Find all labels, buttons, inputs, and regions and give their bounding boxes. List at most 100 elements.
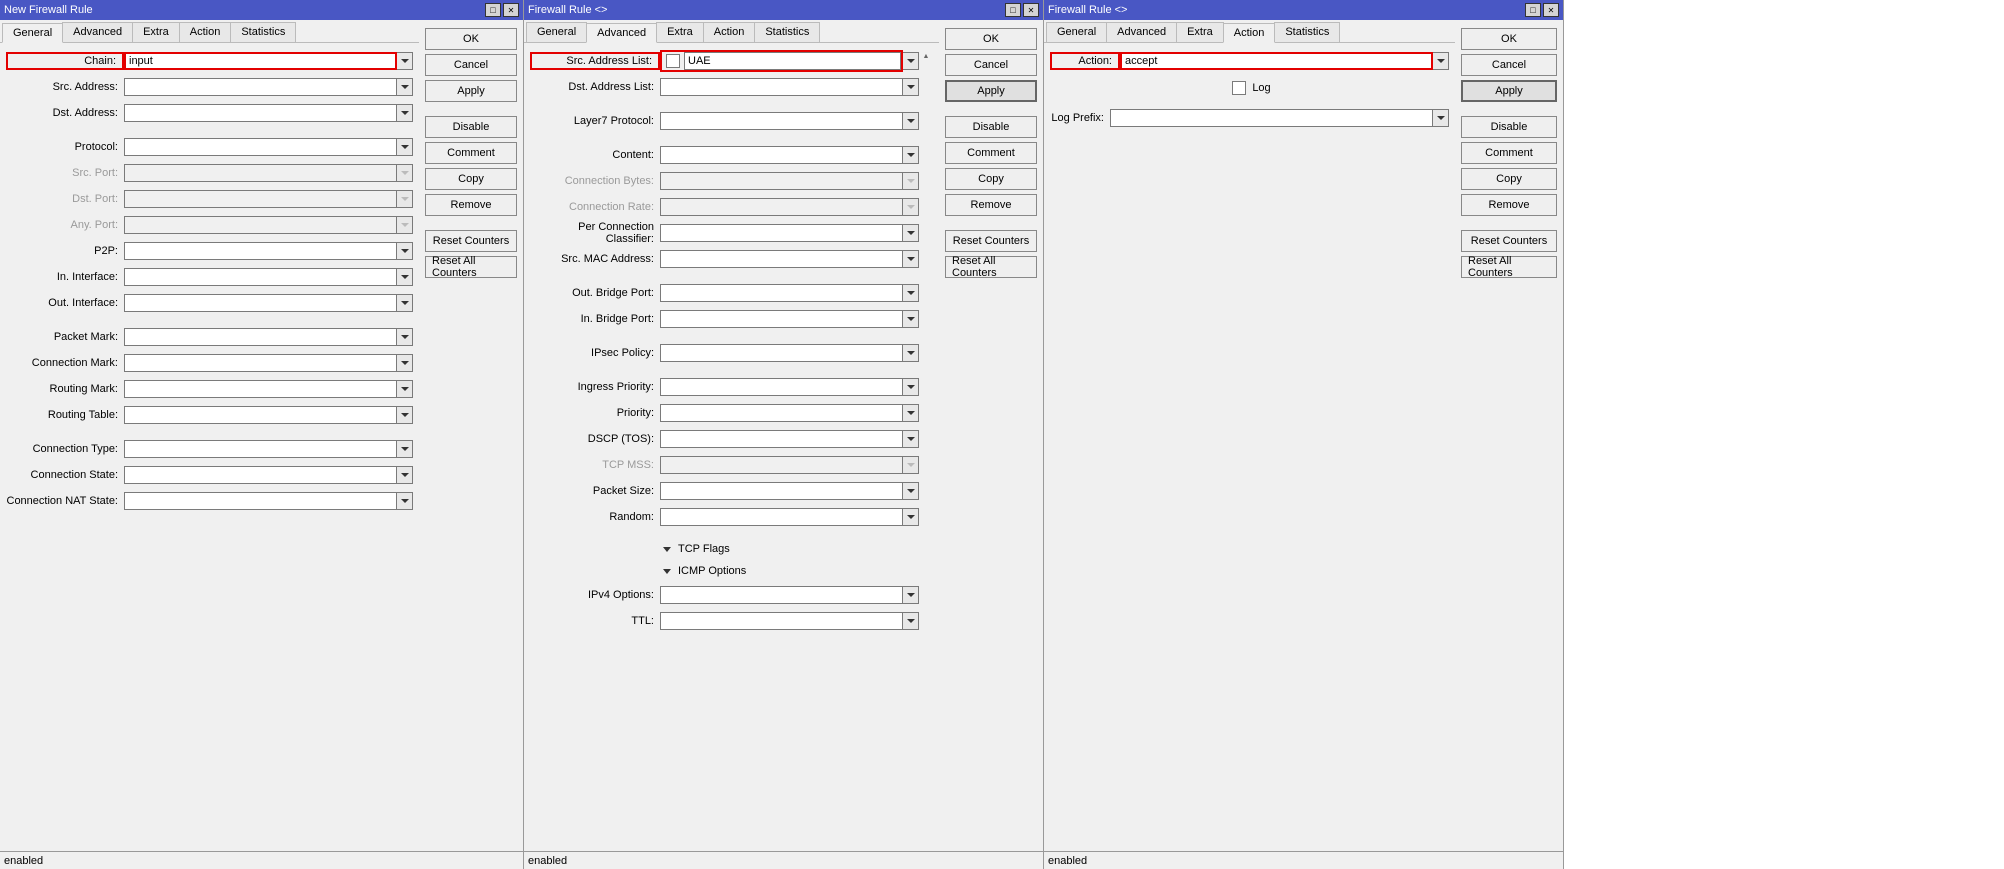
close-icon[interactable] [503, 3, 519, 17]
dropdown-icon[interactable] [903, 284, 919, 302]
dropdown-icon[interactable] [903, 378, 919, 396]
dscp-input[interactable] [660, 430, 903, 448]
routing-mark-input[interactable] [124, 380, 397, 398]
dropdown-icon[interactable] [397, 268, 413, 286]
dropdown-icon[interactable] [397, 406, 413, 424]
dropdown-icon[interactable] [903, 146, 919, 164]
copy-button[interactable]: Copy [1461, 168, 1557, 190]
titlebar[interactable]: Firewall Rule <> [524, 0, 1043, 20]
dropdown-icon[interactable] [903, 344, 919, 362]
tab-advanced[interactable]: Advanced [62, 22, 133, 42]
src-mac-input[interactable] [660, 250, 903, 268]
dropdown-icon[interactable] [397, 328, 413, 346]
reset-all-counters-button[interactable]: Reset All Counters [1461, 256, 1557, 278]
comment-button[interactable]: Comment [945, 142, 1037, 164]
packet-mark-input[interactable] [124, 328, 397, 346]
copy-button[interactable]: Copy [945, 168, 1037, 190]
l7-input[interactable] [660, 112, 903, 130]
random-input[interactable] [660, 508, 903, 526]
reset-counters-button[interactable]: Reset Counters [425, 230, 517, 252]
close-icon[interactable] [1543, 3, 1559, 17]
tab-advanced[interactable]: Advanced [586, 23, 657, 43]
scroll-up-icon[interactable]: ▲ [923, 51, 930, 62]
tab-extra[interactable]: Extra [1176, 22, 1224, 42]
copy-button[interactable]: Copy [425, 168, 517, 190]
dropdown-icon[interactable] [903, 612, 919, 630]
chain-dropdown-icon[interactable] [397, 52, 413, 70]
dropdown-icon[interactable] [1433, 52, 1449, 70]
close-icon[interactable] [1023, 3, 1039, 17]
connection-state-input[interactable] [124, 466, 397, 484]
log-prefix-input[interactable] [1110, 109, 1433, 127]
dropdown-icon[interactable] [397, 354, 413, 372]
routing-table-input[interactable] [124, 406, 397, 424]
remove-button[interactable]: Remove [425, 194, 517, 216]
protocol-input[interactable] [124, 138, 397, 156]
apply-button[interactable]: Apply [1461, 80, 1557, 102]
tab-statistics[interactable]: Statistics [754, 22, 820, 42]
maximize-icon[interactable] [485, 3, 501, 17]
pcc-input[interactable] [660, 224, 903, 242]
titlebar[interactable]: Firewall Rule <> [1044, 0, 1563, 20]
dropdown-icon[interactable] [903, 430, 919, 448]
dropdown-icon[interactable] [903, 482, 919, 500]
content-input[interactable] [660, 146, 903, 164]
disable-button[interactable]: Disable [945, 116, 1037, 138]
ok-button[interactable]: OK [1461, 28, 1557, 50]
tab-general[interactable]: General [2, 23, 63, 43]
dropdown-icon[interactable] [397, 440, 413, 458]
remove-button[interactable]: Remove [1461, 194, 1557, 216]
packet-size-input[interactable] [660, 482, 903, 500]
action-input[interactable] [1120, 52, 1433, 70]
dropdown-icon[interactable] [903, 310, 919, 328]
ok-button[interactable]: OK [425, 28, 517, 50]
out-interface-input[interactable] [124, 294, 397, 312]
dropdown-icon[interactable] [397, 242, 413, 260]
dropdown-icon[interactable] [397, 294, 413, 312]
reset-all-counters-button[interactable]: Reset All Counters [425, 256, 517, 278]
dropdown-icon[interactable] [903, 52, 919, 70]
dropdown-icon[interactable] [397, 380, 413, 398]
comment-button[interactable]: Comment [425, 142, 517, 164]
ingress-priority-input[interactable] [660, 378, 903, 396]
remove-button[interactable]: Remove [945, 194, 1037, 216]
chain-input[interactable] [124, 52, 397, 70]
ok-button[interactable]: OK [945, 28, 1037, 50]
dropdown-icon[interactable] [903, 112, 919, 130]
dropdown-icon[interactable] [903, 508, 919, 526]
dropdown-icon[interactable] [903, 250, 919, 268]
maximize-icon[interactable] [1525, 3, 1541, 17]
tab-extra[interactable]: Extra [132, 22, 180, 42]
tab-statistics[interactable]: Statistics [1274, 22, 1340, 42]
dst-addr-list-input[interactable] [660, 78, 903, 96]
connection-mark-input[interactable] [124, 354, 397, 372]
out-bridge-input[interactable] [660, 284, 903, 302]
log-checkbox[interactable] [1232, 81, 1246, 95]
dropdown-icon[interactable] [903, 586, 919, 604]
ipsec-input[interactable] [660, 344, 903, 362]
reset-counters-button[interactable]: Reset Counters [1461, 230, 1557, 252]
dropdown-icon[interactable] [397, 138, 413, 156]
cancel-button[interactable]: Cancel [1461, 54, 1557, 76]
tab-action[interactable]: Action [703, 22, 756, 42]
ttl-input[interactable] [660, 612, 903, 630]
connection-nat-input[interactable] [124, 492, 397, 510]
dropdown-icon[interactable] [903, 224, 919, 242]
dropdown-icon[interactable] [903, 78, 919, 96]
tab-extra[interactable]: Extra [656, 22, 704, 42]
cancel-button[interactable]: Cancel [945, 54, 1037, 76]
tab-action[interactable]: Action [179, 22, 232, 42]
disable-button[interactable]: Disable [425, 116, 517, 138]
dropdown-icon[interactable] [397, 104, 413, 122]
apply-button[interactable]: Apply [945, 80, 1037, 102]
dropdown-icon[interactable] [1433, 109, 1449, 127]
reset-all-counters-button[interactable]: Reset All Counters [945, 256, 1037, 278]
src-addr-list-negate-checkbox[interactable] [666, 54, 680, 68]
in-interface-input[interactable] [124, 268, 397, 286]
apply-button[interactable]: Apply [425, 80, 517, 102]
dropdown-icon[interactable] [903, 404, 919, 422]
dropdown-icon[interactable] [397, 466, 413, 484]
src-addr-list-input[interactable] [684, 52, 901, 70]
comment-button[interactable]: Comment [1461, 142, 1557, 164]
tab-general[interactable]: General [526, 22, 587, 42]
